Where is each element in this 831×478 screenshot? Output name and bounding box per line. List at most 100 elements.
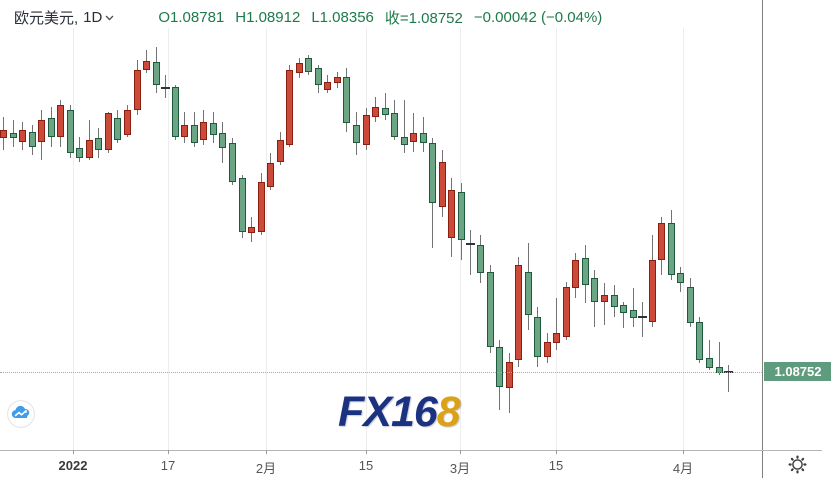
candle	[66, 110, 74, 153]
axis-tick	[460, 450, 461, 454]
fx168-logo-button[interactable]	[7, 400, 35, 428]
candle	[534, 316, 542, 357]
high-value: H1.08912	[235, 9, 301, 26]
symbol-name[interactable]: 欧元美元,	[14, 10, 79, 27]
candle	[85, 140, 93, 158]
candle	[429, 143, 437, 203]
candle	[562, 286, 570, 337]
candle	[448, 190, 456, 238]
chart-legend-header: 欧元美元, 1D O1.08781 H1.08912 L1.08356 收=1.…	[14, 7, 602, 28]
fx168-watermark: FX168	[338, 388, 461, 436]
candle	[181, 125, 189, 137]
candle	[248, 226, 256, 233]
candle	[0, 130, 7, 138]
candle-wick	[718, 341, 720, 375]
gridline	[266, 28, 267, 450]
candle-wick	[413, 113, 415, 152]
candle	[257, 181, 265, 232]
x-axis-label: 17	[160, 458, 176, 473]
gridline	[73, 28, 74, 450]
time-axis[interactable]: 2022 17 2月 15 3月 15 4月	[0, 450, 762, 478]
last-price-tag: 1.08752	[764, 362, 831, 381]
current-price-dotted-line	[0, 372, 762, 373]
candle	[228, 143, 236, 182]
candle	[486, 271, 494, 347]
axis-tick	[556, 450, 557, 454]
candle	[591, 278, 599, 302]
candle	[171, 86, 179, 137]
candle	[457, 191, 465, 240]
candle	[648, 260, 656, 322]
candle-wick	[623, 301, 625, 328]
candle	[553, 333, 561, 343]
candle	[610, 295, 618, 307]
price-axis[interactable]: 1.08752	[762, 0, 831, 478]
candle	[152, 61, 160, 85]
axis-tick	[168, 450, 169, 454]
time-axis-border	[0, 450, 822, 451]
low-value: L1.08356	[311, 9, 374, 26]
axis-tick	[73, 450, 74, 454]
candle	[352, 125, 360, 143]
x-axis-label: 15	[358, 458, 374, 473]
change-value: −0.00042 (−0.04%)	[473, 9, 603, 26]
candle	[543, 341, 551, 357]
candle	[267, 163, 275, 187]
candle	[477, 245, 484, 273]
candle	[496, 346, 504, 387]
candlestick-plot-area[interactable]: FX168 欧元美元, 1D O1.08781 H1.08912 L1.0835…	[0, 0, 762, 450]
candle	[638, 315, 648, 318]
settings-gear-button[interactable]	[763, 451, 831, 478]
candle-wick	[384, 93, 386, 121]
candle	[47, 118, 55, 137]
candle	[524, 271, 532, 315]
candle	[696, 321, 704, 360]
candle	[124, 110, 132, 136]
candle-wick	[708, 340, 710, 371]
gear-icon	[788, 455, 806, 474]
candle	[305, 58, 313, 72]
axis-tick	[683, 450, 684, 454]
candle	[362, 115, 370, 146]
candle-wick	[632, 288, 634, 327]
x-axis-label: 4月	[672, 461, 694, 476]
candle	[658, 223, 666, 261]
candle	[620, 305, 628, 313]
x-axis-label: 15	[548, 458, 564, 473]
candle	[295, 63, 303, 73]
candle	[419, 133, 427, 143]
watermark-text-gold: 8	[436, 388, 461, 436]
candle	[324, 81, 332, 90]
candle	[9, 133, 17, 138]
candle	[104, 113, 112, 151]
candle	[601, 295, 609, 302]
candle	[209, 123, 217, 136]
candle-wick	[556, 298, 558, 351]
gridline	[556, 28, 557, 450]
candles-layer	[0, 46, 734, 413]
candle	[391, 113, 399, 137]
candle	[219, 133, 227, 148]
ohlc-readout: O1.08781 H1.08912 L1.08356 收=1.08752 −0.…	[158, 7, 602, 28]
open-value: O1.08781	[158, 9, 225, 26]
interval-selector[interactable]: 1D	[83, 9, 103, 26]
candle	[190, 125, 198, 143]
candle	[581, 258, 589, 286]
candle	[238, 178, 246, 232]
candle	[667, 223, 675, 276]
candle	[38, 120, 46, 142]
candle	[400, 136, 408, 145]
candle-wick	[165, 75, 167, 98]
candle	[372, 107, 380, 117]
candle	[705, 358, 713, 368]
gridline	[683, 28, 684, 450]
candle	[515, 265, 523, 361]
x-axis-label: 2022	[58, 458, 88, 473]
candle	[76, 148, 84, 158]
candle	[200, 121, 208, 140]
candle-wick	[604, 283, 606, 326]
candle-wick	[470, 230, 472, 276]
x-axis-label: 3月	[449, 461, 471, 476]
chevron-down-icon[interactable]	[105, 15, 114, 21]
